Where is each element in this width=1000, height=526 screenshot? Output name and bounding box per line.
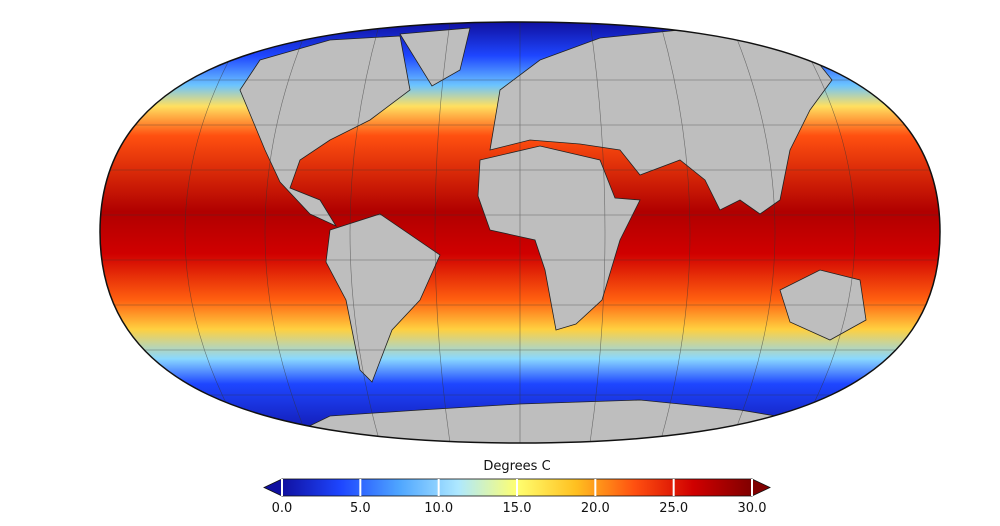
map-outline [99,21,941,444]
over-arrow [751,478,771,497]
tick-label: 0.0 [272,501,293,516]
tick-label: 10.0 [424,501,453,516]
tick-label: 30.0 [738,501,767,516]
graticule [100,22,940,443]
tick-label: 25.0 [659,501,688,516]
land [239,27,867,443]
colorbar: 0.0 5.0 10.0 15.0 20.0 25.0 30.0 [263,478,771,516]
colorbar-label: Degrees C [483,459,550,474]
map [100,22,940,443]
tick-label: 5.0 [350,501,371,516]
tick-label: 15.0 [503,501,532,516]
under-arrow [263,478,283,497]
tick-label: 20.0 [581,501,610,516]
